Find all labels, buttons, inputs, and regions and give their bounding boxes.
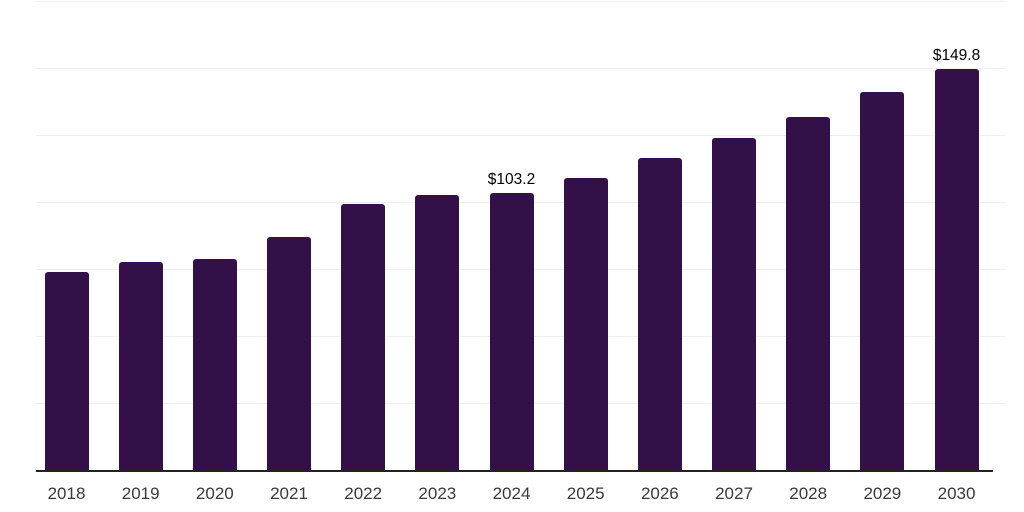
bar-2029	[860, 92, 905, 470]
x-tick-label-2030: 2030	[937, 484, 976, 503]
bar-2023	[415, 194, 460, 470]
x-tick-label-2018: 2018	[47, 484, 86, 503]
bar-2027	[712, 137, 757, 470]
bar-2022	[341, 203, 386, 470]
x-tick-label-2023: 2023	[418, 484, 457, 503]
bar-value-label-2024: $103.2	[487, 171, 536, 189]
gridline	[36, 1, 1006, 2]
bar-2025	[563, 177, 608, 470]
bar-2018	[44, 271, 89, 470]
bar-2021	[267, 236, 311, 470]
x-tick-label-2027: 2027	[715, 484, 753, 503]
bar-2026	[637, 158, 682, 470]
bar-2028	[786, 117, 831, 470]
x-tick-label-2024: 2024	[492, 484, 531, 503]
x-tick-label-2025: 2025	[566, 484, 605, 503]
gridline	[36, 135, 1006, 136]
plot-area: $103.2 $149.8	[36, 1, 1006, 472]
x-tick-label-2019: 2019	[121, 484, 160, 503]
bar-2020	[192, 258, 237, 470]
gridline	[36, 68, 1006, 69]
x-tick-label-2029: 2029	[863, 484, 902, 503]
bar-2030	[934, 68, 979, 470]
x-tick-label-2028: 2028	[789, 484, 828, 503]
x-tick-label-2022: 2022	[344, 484, 383, 503]
x-axis-line	[36, 470, 993, 472]
x-tick-label-2026: 2026	[640, 484, 679, 503]
bar-value-label-2030: $149.8	[932, 46, 981, 64]
bar-2019	[118, 262, 163, 470]
x-tick-label-2020: 2020	[195, 484, 234, 503]
x-tick-label-2021: 2021	[270, 484, 308, 503]
bar-2024	[489, 193, 534, 470]
